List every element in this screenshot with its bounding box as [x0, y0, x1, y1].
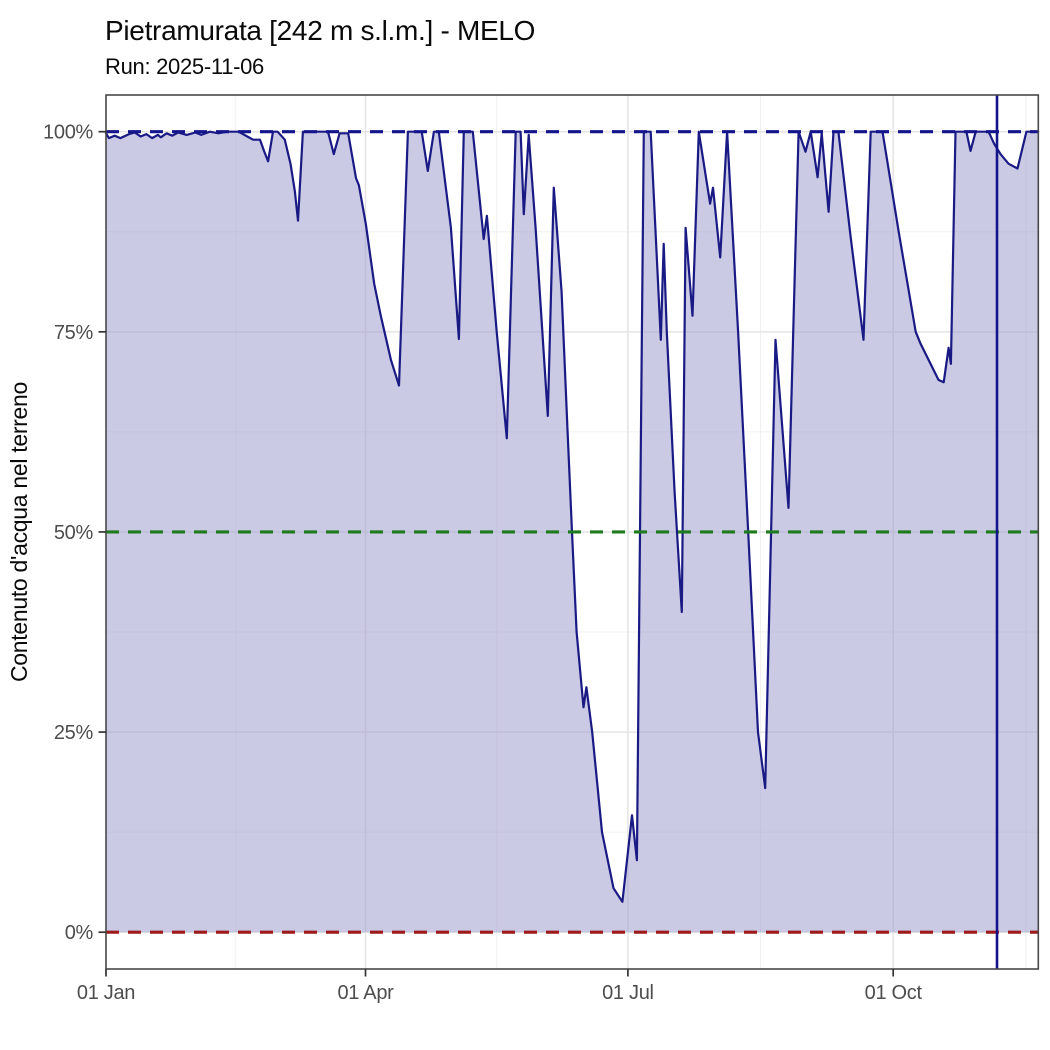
chart-title: Pietramurata [242 m s.l.m.] - MELO — [105, 15, 535, 46]
x-tick-label: 01 Oct — [865, 982, 923, 1004]
y-tick-label: 0% — [65, 922, 94, 944]
axis-ticks — [98, 130, 895, 977]
threshold-lines — [106, 130, 1039, 934]
soil-moisture-area — [106, 131, 1039, 933]
x-tick-label: 01 Jul — [602, 982, 654, 1004]
x-tick-label: 01 Jan — [77, 982, 135, 1004]
y-tick-label: 25% — [54, 722, 94, 744]
y-tick-label: 100% — [43, 122, 93, 144]
y-tick-label: 50% — [54, 522, 94, 544]
area-fill — [106, 131, 1039, 933]
y-tick-label: 75% — [54, 322, 94, 344]
data-line — [104, 130, 1040, 903]
x-tick-label: 01 Apr — [337, 982, 394, 1004]
y-axis-title: Contenuto d'acqua nel terreno — [6, 382, 32, 682]
y-tick-labels: 0% 25% 50% 75% 100% — [43, 122, 94, 945]
soil-moisture-line — [104, 130, 1040, 903]
x-tick-labels: 01 Jan 01 Apr 01 Jul 01 Oct — [77, 982, 923, 1004]
chart-subtitle: Run: 2025-11-06 — [105, 54, 264, 79]
